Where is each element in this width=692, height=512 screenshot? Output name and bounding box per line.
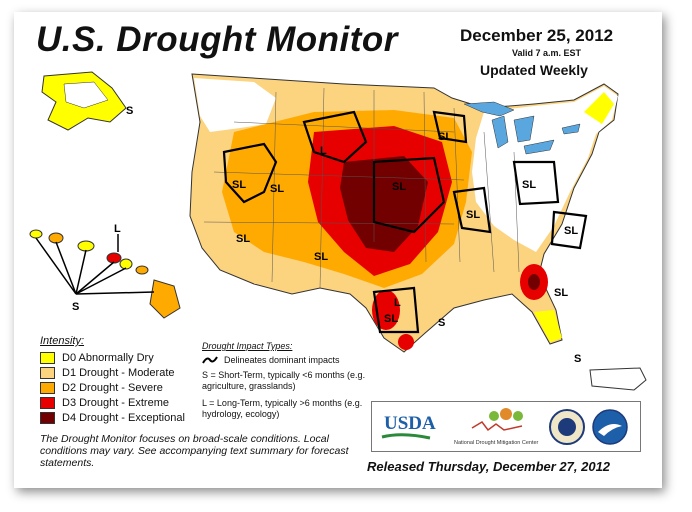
- alaska-interior: [63, 81, 109, 109]
- drought-map: SL SL L SL SL SL SL SL SL SL SL SL L S S…: [29, 71, 647, 391]
- label-sl-idaho: SL: [270, 183, 284, 195]
- legend-swatch-d1: [40, 366, 55, 379]
- legend-label-d2: D2 Drought - Severe: [62, 381, 163, 394]
- map-date: December 25, 2012: [460, 26, 614, 45]
- impact-types: Drought Impact Types: Delineates dominan…: [202, 341, 367, 426]
- usda-logo: USDA: [384, 413, 436, 434]
- legend-swatch-d4: [40, 411, 55, 424]
- label-sl-new-mexico: SL: [314, 251, 328, 263]
- impact-title: Drought Impact Types:: [202, 341, 293, 351]
- legend-swatch-d2: [40, 381, 55, 394]
- logo-strip: USDA National Drought Mitigation Center: [381, 408, 628, 446]
- ndmc-logo: National Drought Mitigation Center: [454, 440, 539, 446]
- legend-item-d4: D4 Drought - Exceptional: [40, 410, 215, 425]
- legend-item-d3: D3 Drought - Extreme: [40, 395, 215, 410]
- label-s-hawaii: S: [72, 301, 79, 313]
- legend-label-d3: D3 Drought - Extreme: [62, 396, 169, 409]
- legend-item-d0: D0 Abnormally Dry: [40, 350, 215, 365]
- drought-monitor-card: U.S. Drought Monitor December 25, 2012 V…: [14, 12, 662, 488]
- puerto-rico-outline: [589, 367, 647, 391]
- legend-label-d4: D4 Drought - Exceptional: [62, 411, 185, 424]
- legend-item-d1: D1 Drought - Moderate: [40, 365, 215, 380]
- label-s-louisiana: S: [438, 317, 445, 329]
- great-lakes: [463, 101, 581, 155]
- d4-region: [340, 156, 428, 252]
- intensity-legend: Intensity: D0 Abnormally Dry D1 Drought …: [40, 335, 215, 425]
- d0-maine: [584, 92, 614, 124]
- label-sl-ohio: SL: [522, 179, 536, 191]
- hawaii-islands: [29, 229, 181, 319]
- label-l-texas: L: [394, 297, 401, 309]
- label-s-alaska: S: [126, 105, 133, 117]
- footnote: The Drought Monitor focuses on broad-sca…: [40, 433, 349, 469]
- label-l-hawaii: L: [114, 223, 121, 235]
- label-sl-georgia: SL: [554, 287, 568, 299]
- valid-time: Valid 7 a.m. EST: [512, 48, 582, 58]
- impact-line-icon: [202, 356, 218, 364]
- legend-swatch-d0: [40, 351, 55, 364]
- label-s-florida: S: [574, 353, 581, 365]
- hawaii-leader-lines: [35, 234, 155, 295]
- label-l-montana: L: [320, 145, 327, 157]
- usda-swoosh-icon: [381, 433, 431, 440]
- d4-georgia: [528, 274, 540, 290]
- label-sl-plains: SL: [392, 181, 406, 193]
- map-title: U.S. Drought Monitor: [36, 20, 398, 59]
- legend-label-d1: D1 Drought - Moderate: [62, 366, 175, 379]
- state-lines: [203, 87, 520, 289]
- legend-item-d2: D2 Drought - Severe: [40, 380, 215, 395]
- legend-swatch-d3: [40, 396, 55, 409]
- impact-lines: [222, 110, 588, 334]
- legend-label-d0: D0 Abnormally Dry: [62, 351, 154, 364]
- d0-florida: [534, 310, 562, 342]
- no-drought-northwest: [194, 78, 276, 132]
- update-frequency: Updated Weekly: [480, 62, 588, 78]
- agency-logos: USDA National Drought Mitigation Center: [371, 401, 641, 452]
- release-date: Released Thursday, December 27, 2012: [367, 459, 611, 474]
- label-sl-texas: SL: [384, 313, 398, 325]
- legend-title: Intensity:: [40, 335, 85, 347]
- no-drought-east: [472, 86, 618, 252]
- label-sl-northwest: SL: [232, 179, 246, 191]
- label-sl-southwest: SL: [236, 233, 250, 245]
- label-sl-upper-midwest: SL: [438, 131, 452, 143]
- noaa-bird-icon: [598, 424, 622, 436]
- impact-short-term: S = Short-Term, typically <6 months (e.g…: [202, 370, 366, 391]
- impact-line-label: Delineates dominant impacts: [224, 355, 340, 365]
- ndmc-trees-icon: [471, 408, 523, 432]
- impact-line-row: Delineates dominant impacts: [202, 355, 367, 365]
- d3-texas-coast: [398, 334, 414, 350]
- label-sl-virginia: SL: [564, 225, 578, 237]
- doc-seal-inner-icon: [558, 418, 576, 436]
- impact-long-term: L = Long-Term, typically >6 months (e.g.…: [202, 398, 363, 419]
- label-sl-illinois: SL: [466, 209, 480, 221]
